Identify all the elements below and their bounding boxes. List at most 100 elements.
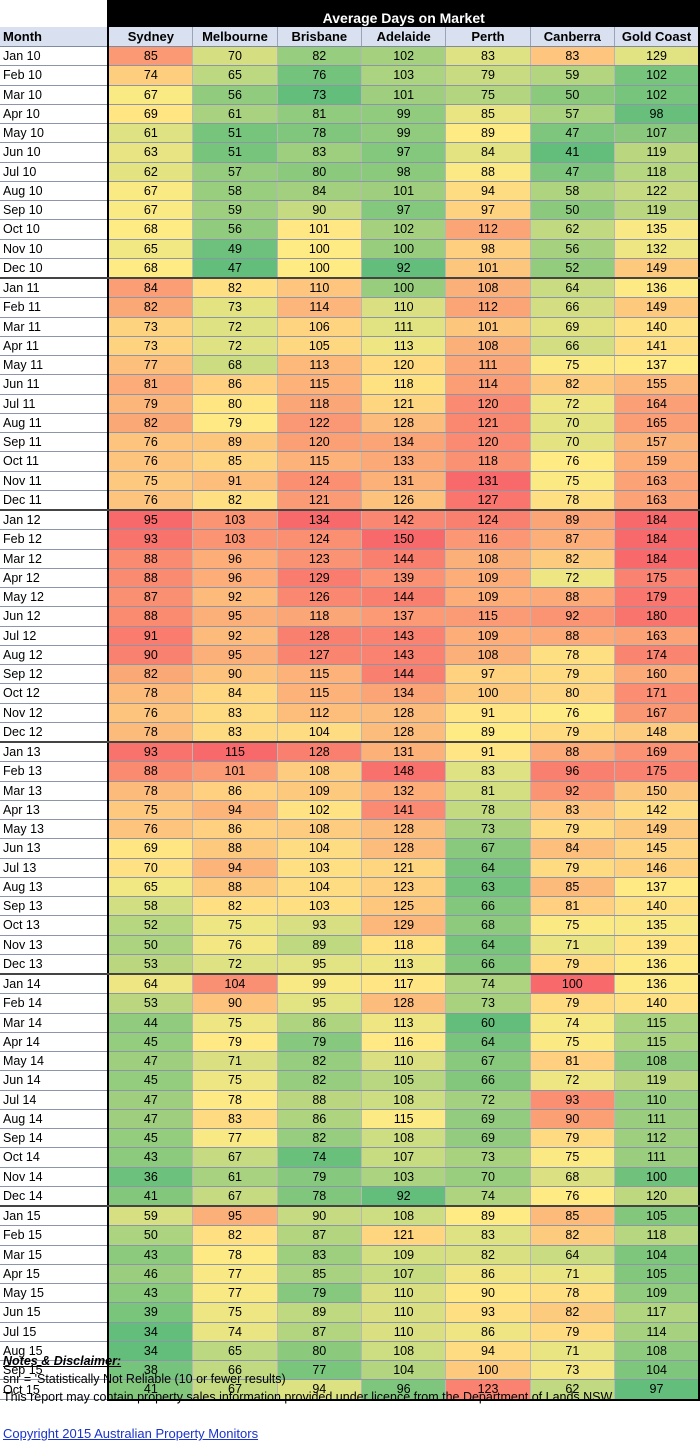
heatmap-cell: 100 bbox=[361, 239, 447, 259]
heatmap-cell: 111 bbox=[614, 1147, 700, 1168]
heatmap-cell: 68 bbox=[192, 355, 278, 376]
table-row: Oct 11 76 85 115 133 118 76 159 bbox=[0, 451, 700, 472]
row-month-label: Mar 14 bbox=[0, 1013, 110, 1033]
heatmap-cell: 79 bbox=[530, 664, 616, 685]
heatmap-cell: 143 bbox=[361, 626, 447, 646]
heatmap-cell: 104 bbox=[614, 1360, 700, 1381]
heatmap-cell: 92 bbox=[192, 626, 278, 646]
table-row: Aug 11 82 79 122 128 121 70 165 bbox=[0, 413, 700, 434]
heatmap-cell: 95 bbox=[192, 645, 278, 666]
heatmap-cell: 77 bbox=[192, 1283, 278, 1304]
heatmap-cell: 157 bbox=[614, 432, 700, 453]
copyright-link[interactable]: Copyright 2015 Australian Property Monit… bbox=[3, 1426, 259, 1441]
table-row: Dec 10 68 47 100 92 101 52 149 bbox=[0, 258, 700, 279]
heatmap-cell: 117 bbox=[614, 1302, 700, 1323]
heatmap-cell: 47 bbox=[108, 1051, 194, 1072]
heatmap-cell: 149 bbox=[614, 258, 700, 279]
heatmap-cell: 74 bbox=[445, 1186, 531, 1207]
row-month-label: Aug 14 bbox=[0, 1109, 110, 1130]
heatmap-cell: 101 bbox=[192, 761, 278, 782]
row-month-label: May 11 bbox=[0, 355, 110, 376]
heatmap-cell: 137 bbox=[614, 355, 700, 376]
heatmap-cell: 82 bbox=[192, 490, 278, 511]
heatmap-cell: 92 bbox=[361, 258, 447, 279]
heatmap-cell: 63 bbox=[445, 877, 531, 898]
row-month-label: Apr 12 bbox=[0, 568, 110, 589]
heatmap-cell: 71 bbox=[530, 1264, 616, 1285]
heatmap-cell: 75 bbox=[445, 85, 531, 105]
row-month-label: May 14 bbox=[0, 1051, 110, 1072]
row-month-label: May 13 bbox=[0, 819, 110, 840]
heatmap-cell: 179 bbox=[614, 587, 700, 608]
heatmap-cell: 73 bbox=[445, 993, 531, 1014]
table-row: Dec 11 76 82 121 126 127 78 163 bbox=[0, 490, 700, 511]
heatmap-cell: 100 bbox=[445, 1360, 531, 1381]
heatmap-cell: 72 bbox=[192, 954, 278, 975]
heatmap-cell: 77 bbox=[192, 1264, 278, 1285]
heatmap-cell: 184 bbox=[614, 510, 700, 531]
heatmap-cell: 97 bbox=[361, 200, 447, 221]
table-row: Jul 10 62 57 80 98 88 47 118 bbox=[0, 162, 700, 182]
heatmap-cell: 150 bbox=[614, 781, 700, 801]
heatmap-cell: 89 bbox=[445, 123, 531, 144]
heatmap-cell: 104 bbox=[192, 974, 278, 995]
row-month-label: Jul 15 bbox=[0, 1322, 110, 1342]
heatmap-cell: 67 bbox=[108, 181, 194, 202]
heatmap-cell: 131 bbox=[445, 471, 531, 491]
column-header-sydney: Sydney bbox=[108, 27, 194, 47]
table-row: Mar 13 78 86 109 132 81 92 150 bbox=[0, 781, 700, 801]
heatmap-cell: 65 bbox=[192, 65, 278, 86]
heatmap-cell: 65 bbox=[192, 1341, 278, 1362]
row-month-label: Feb 11 bbox=[0, 297, 110, 318]
heatmap-cell: 79 bbox=[530, 722, 616, 743]
heatmap-cell: 82 bbox=[530, 1225, 616, 1246]
heatmap-cell: 101 bbox=[445, 258, 531, 279]
heatmap-cell: 95 bbox=[192, 606, 278, 627]
heatmap-cell: 52 bbox=[108, 915, 194, 936]
heatmap-cell: 82 bbox=[530, 374, 616, 395]
heatmap-cell: 109 bbox=[445, 587, 531, 608]
heatmap-cell: 105 bbox=[614, 1206, 700, 1227]
heatmap-cell: 115 bbox=[192, 742, 278, 763]
heatmap-cell: 141 bbox=[361, 800, 447, 821]
table-row: May 13 76 86 108 128 73 79 149 bbox=[0, 819, 700, 840]
heatmap-cell: 146 bbox=[614, 858, 700, 878]
row-month-label: Aug 12 bbox=[0, 645, 110, 666]
table-row: Oct 10 68 56 101 102 112 62 135 bbox=[0, 219, 700, 240]
heatmap-cell: 87 bbox=[530, 529, 616, 550]
heatmap-cell: 73 bbox=[445, 1147, 531, 1168]
heatmap-cell: 88 bbox=[192, 838, 278, 859]
table-row: Nov 13 50 76 89 118 64 71 139 bbox=[0, 935, 700, 955]
heatmap-cell: 78 bbox=[108, 722, 194, 743]
title-corner-blank bbox=[0, 0, 109, 27]
row-month-label: Sep 13 bbox=[0, 896, 110, 917]
heatmap-cell: 66 bbox=[192, 1360, 278, 1381]
heatmap-cell: 112 bbox=[277, 703, 362, 723]
heatmap-cell: 119 bbox=[614, 1070, 700, 1091]
heatmap-cell: 110 bbox=[614, 1090, 700, 1110]
heatmap-cell: 115 bbox=[445, 606, 531, 627]
heatmap-cell: 88 bbox=[192, 877, 278, 898]
heatmap-cell: 76 bbox=[530, 703, 616, 723]
heatmap-cell: 82 bbox=[445, 1245, 531, 1265]
column-header-gold-coast: Gold Coast bbox=[614, 27, 700, 47]
table-row: Jun 13 69 88 104 128 67 84 145 bbox=[0, 838, 700, 859]
heatmap-cell: 171 bbox=[614, 683, 700, 704]
heatmap-cell: 108 bbox=[277, 819, 362, 840]
table-row: Mar 14 44 75 86 113 60 74 115 bbox=[0, 1013, 700, 1033]
heatmap-cell: 60 bbox=[445, 1013, 531, 1033]
heatmap-cell: 71 bbox=[530, 935, 616, 955]
column-header-perth: Perth bbox=[445, 27, 531, 47]
heatmap-cell: 83 bbox=[445, 761, 531, 782]
table-row: Aug 15 34 65 80 108 94 71 108 bbox=[0, 1341, 700, 1362]
table-row: Jul 15 34 74 87 110 86 79 114 bbox=[0, 1322, 700, 1342]
row-month-label: Jan 14 bbox=[0, 974, 110, 995]
heatmap-cell: 81 bbox=[530, 1051, 616, 1072]
heatmap-cell: 34 bbox=[108, 1341, 194, 1362]
heatmap-cell: 128 bbox=[277, 742, 362, 763]
heatmap-cell: 98 bbox=[445, 239, 531, 259]
heatmap-cell: 133 bbox=[361, 451, 447, 472]
table-row: May 15 43 77 79 110 90 78 109 bbox=[0, 1283, 700, 1304]
heatmap-cell: 110 bbox=[361, 1302, 447, 1323]
heatmap-cell: 121 bbox=[361, 858, 447, 878]
